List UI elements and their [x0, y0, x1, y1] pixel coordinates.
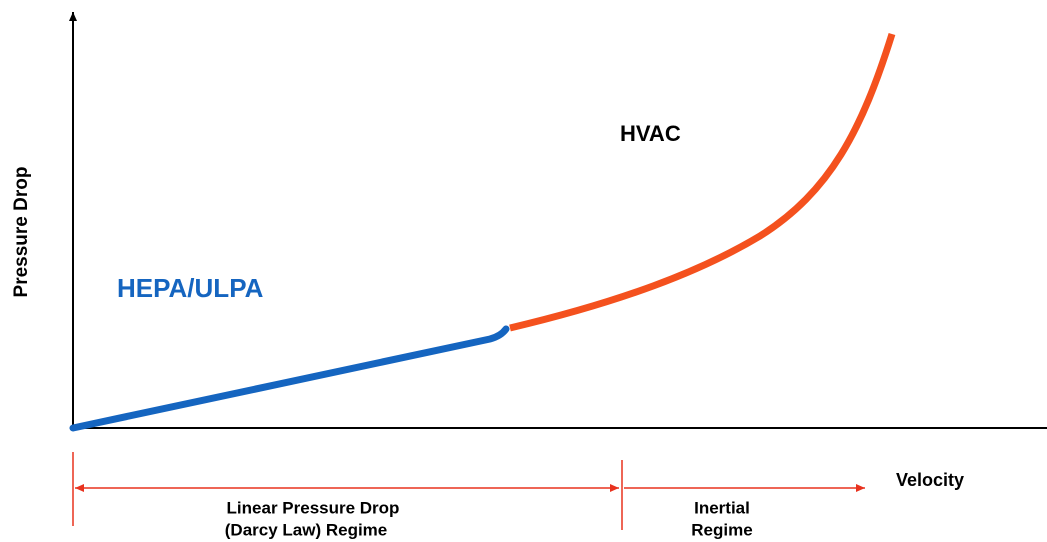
regime-label: (Darcy Law) Regime — [225, 520, 388, 539]
y-axis-label: Pressure Drop — [11, 167, 32, 298]
regime-label: Inertial — [694, 498, 750, 517]
x-axis-label: Velocity — [896, 470, 964, 490]
hvac-label: HVAC — [620, 121, 681, 146]
hepa-label: HEPA/ULPA — [117, 273, 264, 303]
regime-label: Linear Pressure Drop — [227, 498, 400, 517]
hepa-curve — [69, 325, 510, 432]
regime-label: Regime — [691, 520, 752, 539]
hvac-curve — [509, 32, 896, 332]
